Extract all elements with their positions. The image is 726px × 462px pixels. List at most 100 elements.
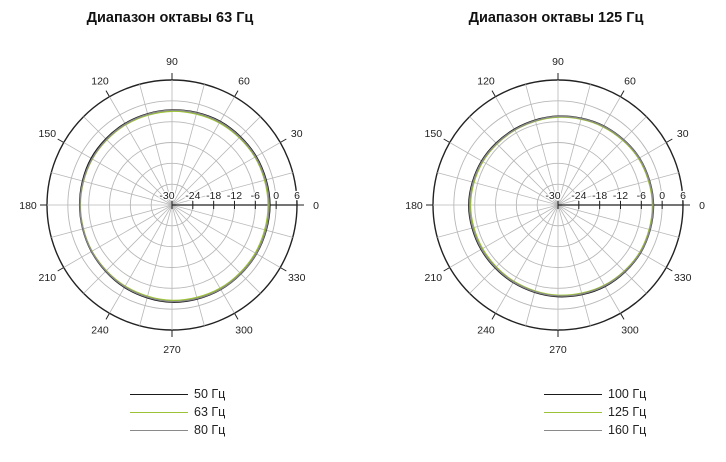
angle-tick-label: 120 [477,75,495,87]
grid-spoke [63,204,173,268]
angle-tick [491,313,496,320]
chart-title: Диапазон октавы 63 Гц [86,10,254,26]
grid-spoke [495,96,559,206]
legend-swatch [130,394,188,395]
grid-spoke [109,204,173,314]
grid-spoke [449,204,559,268]
radial-tick-label: 0 [659,190,665,202]
grid-spoke [495,204,559,314]
angle-tick-label: 180 [19,200,37,212]
grid-spoke [469,204,559,294]
angle-tick-label: 90 [552,56,564,68]
legend-label: 125 Гц [608,405,647,419]
angle-tick-label: 30 [677,128,689,140]
grid-spoke [557,84,591,206]
radial-tick-label: -24 [185,190,200,202]
angle-tick-label: 30 [291,128,303,140]
angle-tick [280,138,287,143]
grid-spoke [51,172,173,206]
grid-spoke [139,84,173,206]
grid-spoke [171,204,205,326]
grid-spoke [557,204,591,326]
radial-tick-label: -30 [545,190,560,202]
angle-tick-label: 60 [238,75,250,87]
radial-tick-label: -12 [227,190,242,202]
series-line [79,109,270,303]
grid-spoke [83,204,173,294]
angle-tick-label: 330 [288,272,306,284]
angle-tick [105,90,110,97]
legend-swatch [130,412,188,413]
grid-spoke [557,204,647,294]
angle-tick [234,313,239,320]
radial-tick-label: -30 [159,190,174,202]
grid-spoke [83,116,173,206]
angle-tick-label: 330 [674,272,692,284]
grid-spoke [139,204,173,326]
radial-tick-label: -24 [571,190,586,202]
grid-spoke [171,204,235,314]
legend-label: 63 Гц [194,405,226,419]
grid-spoke [437,172,559,206]
angle-tick-label: 0 [313,200,319,212]
legend-label: 80 Гц [194,423,226,437]
angle-tick-label: 120 [91,75,109,87]
angle-tick [666,138,673,143]
legend-swatch [130,430,188,431]
angle-tick-label: 270 [549,344,567,356]
angle-tick-label: 240 [91,325,109,337]
grid-spoke [557,142,667,206]
legend-label: 50 Гц [194,387,226,401]
radial-tick-label: 6 [680,190,686,202]
grid-spoke [437,204,559,238]
grid-spoke [557,172,679,206]
angle-tick [57,267,64,272]
angle-tick [280,267,287,272]
polar-plot: -30 -24 -18 -12 -6 0 6030609012015018021024027… [19,56,319,356]
grid-spoke [557,96,621,206]
legend-swatch [544,394,602,395]
polar-chart-63hz: Диапазон октавы 63 Гц -30 -24 -18 -12 -6 0 6 0 3… [0,0,340,462]
angle-tick [105,313,110,320]
legend-swatch [544,412,602,413]
angle-tick [443,138,450,143]
angle-tick [666,267,673,272]
polar-plot: -30 -24 -18 -12 -6 0 6030609012015018021024027… [405,56,705,356]
radial-tick-label: -18 [592,190,607,202]
radial-tick-label: 0 [273,190,279,202]
chart-title: Диапазон октавы 125 Гц [468,10,644,26]
grid-spoke [525,84,559,206]
angle-tick-label: 90 [166,56,178,68]
angle-tick-label: 210 [39,272,57,284]
radial-tick-label: -18 [206,190,221,202]
angle-tick-label: 270 [163,344,181,356]
angle-tick [620,313,625,320]
series-line [468,115,654,297]
grid-spoke [469,116,559,206]
angle-tick [491,90,496,97]
grid-spoke [557,204,679,238]
angle-tick-label: 240 [477,325,495,337]
grid-spoke [171,204,261,294]
angle-tick [57,138,64,143]
grid-spoke [171,142,281,206]
angle-tick-label: 60 [624,75,636,87]
grid-spoke [171,204,293,238]
grid-spoke [171,172,293,206]
angle-tick [620,90,625,97]
grid-spoke [63,142,173,206]
grid-spoke [171,96,235,206]
grid-spoke [557,116,647,206]
angle-tick-label: 150 [425,128,443,140]
grid-spoke [171,84,205,206]
angle-tick [443,267,450,272]
radial-tick-label: -12 [613,190,628,202]
grid-spoke [171,116,261,206]
polar-chart-125hz: Диапазон октавы 125 Гц -30 -24 -18 -12 -6 0 6 0… [386,0,726,462]
grid-spoke [109,96,173,206]
grid-spoke [525,204,559,326]
legend-label: 100 Гц [608,387,647,401]
grid-spoke [557,204,667,268]
angle-tick-label: 300 [235,325,253,337]
angle-tick-label: 180 [405,200,423,212]
